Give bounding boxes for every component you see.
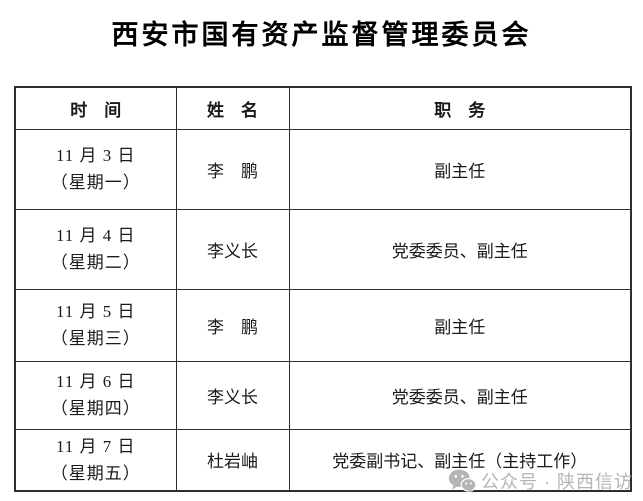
- header-time: 时 间: [14, 86, 177, 130]
- table-row: 11 月 7 日 （星期五） 杜岩岫 党委副书记、副主任（主持工作）: [14, 428, 632, 492]
- header-position: 职 务: [288, 86, 632, 130]
- name-cell: 李 鹏: [175, 128, 290, 210]
- duty-schedule-table: 时 间 姓 名 职 务 11 月 3 日 （星期一） 李 鹏 副主任 11 月 …: [14, 86, 632, 492]
- time-cell: 11 月 6 日 （星期四）: [14, 360, 177, 430]
- weekday-text: （星期二）: [50, 253, 141, 272]
- name-cell: 李 鹏: [175, 288, 290, 362]
- weekday-text: （星期五）: [50, 463, 141, 483]
- position-cell: 副主任: [288, 288, 632, 362]
- page-title: 西安市国有资产监督管理委员会: [111, 20, 532, 50]
- position-cell: 党委委员、副主任: [288, 360, 632, 430]
- table-row: 11 月 5 日 （星期三） 李 鹏 副主任: [14, 288, 632, 362]
- table-row: 11 月 3 日 （星期一） 李 鹏 副主任: [14, 128, 632, 210]
- position-cell: 党委委员、副主任: [288, 208, 632, 290]
- time-cell: 11 月 7 日 （星期五）: [14, 428, 177, 492]
- date-text: 11 月 5 日: [55, 302, 136, 321]
- time-cell: 11 月 5 日 （星期三）: [14, 288, 177, 362]
- name-cell: 杜岩岫: [175, 428, 290, 492]
- table-header-row: 时 间 姓 名 职 务: [14, 86, 632, 130]
- date-text: 11 月 3 日: [55, 146, 136, 165]
- position-cell: 副主任: [288, 128, 632, 210]
- header-name: 姓 名: [175, 86, 290, 130]
- time-cell: 11 月 3 日 （星期一）: [14, 128, 177, 210]
- weekday-text: （星期三）: [50, 329, 141, 348]
- table-row: 11 月 6 日 （星期四） 李义长 党委委员、副主任: [14, 360, 632, 430]
- name-cell: 李义长: [175, 208, 290, 290]
- weekday-text: （星期一）: [50, 173, 141, 192]
- weekday-text: （星期四）: [50, 399, 141, 418]
- date-text: 11 月 7 日: [55, 436, 136, 456]
- name-cell: 李义长: [175, 360, 290, 430]
- date-text: 11 月 4 日: [55, 226, 136, 245]
- date-text: 11 月 6 日: [55, 372, 136, 391]
- time-cell: 11 月 4 日 （星期二）: [14, 208, 177, 290]
- table-row: 11 月 4 日 （星期二） 李义长 党委委员、副主任: [14, 208, 632, 290]
- position-cell: 党委副书记、副主任（主持工作）: [288, 428, 632, 492]
